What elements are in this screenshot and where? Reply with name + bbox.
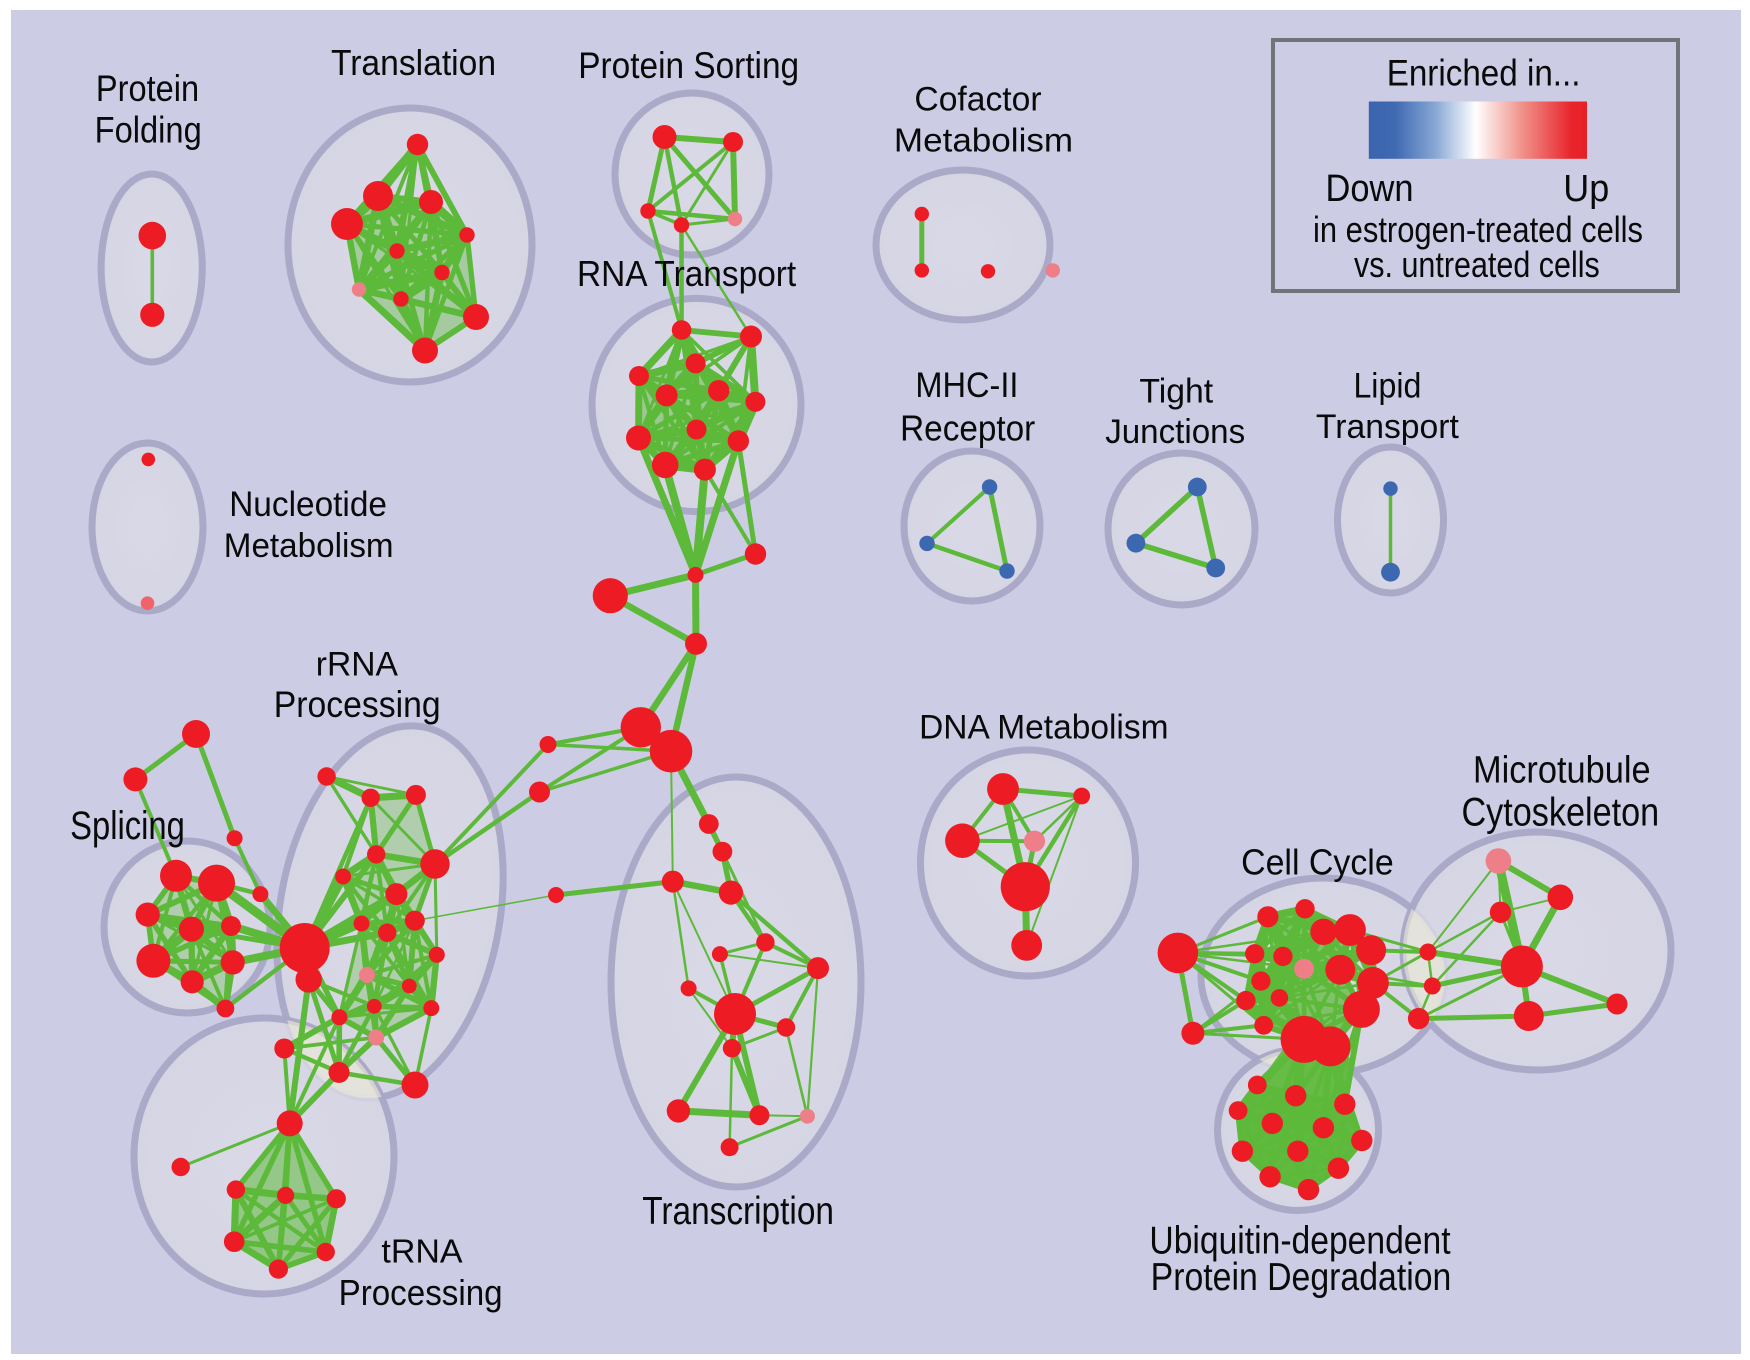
svg-text:rRNA: rRNA bbox=[316, 645, 398, 683]
svg-text:Enriched in...: Enriched in... bbox=[1387, 52, 1581, 94]
svg-text:Translation: Translation bbox=[331, 43, 496, 83]
svg-text:Metabolism: Metabolism bbox=[894, 123, 1073, 160]
svg-text:RNA Transport: RNA Transport bbox=[577, 253, 796, 294]
svg-text:MHC-II: MHC-II bbox=[915, 365, 1018, 405]
svg-text:Transport: Transport bbox=[1316, 408, 1459, 446]
svg-text:Ubiquitin-dependent: Ubiquitin-dependent bbox=[1149, 1220, 1450, 1263]
svg-text:Processing: Processing bbox=[274, 684, 441, 725]
svg-text:Up: Up bbox=[1563, 167, 1609, 210]
svg-text:Folding: Folding bbox=[95, 109, 202, 150]
svg-text:Metabolism: Metabolism bbox=[224, 527, 394, 565]
svg-text:Cofactor: Cofactor bbox=[914, 81, 1041, 119]
svg-text:Protein Degradation: Protein Degradation bbox=[1151, 1256, 1452, 1299]
svg-text:in estrogen-treated cells: in estrogen-treated cells bbox=[1313, 209, 1643, 250]
svg-text:Down: Down bbox=[1326, 167, 1414, 210]
svg-text:Nucleotide: Nucleotide bbox=[229, 485, 387, 524]
svg-text:Transcription: Transcription bbox=[642, 1190, 834, 1233]
svg-text:tRNA: tRNA bbox=[381, 1234, 463, 1271]
svg-text:Lipid: Lipid bbox=[1353, 367, 1421, 406]
svg-text:Processing: Processing bbox=[339, 1273, 503, 1313]
svg-text:Cell Cycle: Cell Cycle bbox=[1241, 841, 1394, 882]
svg-text:Junctions: Junctions bbox=[1105, 413, 1245, 451]
svg-text:Splicing: Splicing bbox=[70, 804, 185, 848]
svg-text:Cytoskeleton: Cytoskeleton bbox=[1461, 791, 1659, 835]
svg-text:Protein Sorting: Protein Sorting bbox=[578, 44, 799, 86]
svg-text:DNA Metabolism: DNA Metabolism bbox=[919, 709, 1168, 747]
svg-text:Protein: Protein bbox=[96, 68, 199, 109]
svg-text:vs. untreated cells: vs. untreated cells bbox=[1354, 244, 1600, 285]
svg-text:Receptor: Receptor bbox=[900, 407, 1035, 448]
svg-text:Tight: Tight bbox=[1139, 373, 1213, 411]
svg-text:Microtubule: Microtubule bbox=[1473, 748, 1651, 791]
